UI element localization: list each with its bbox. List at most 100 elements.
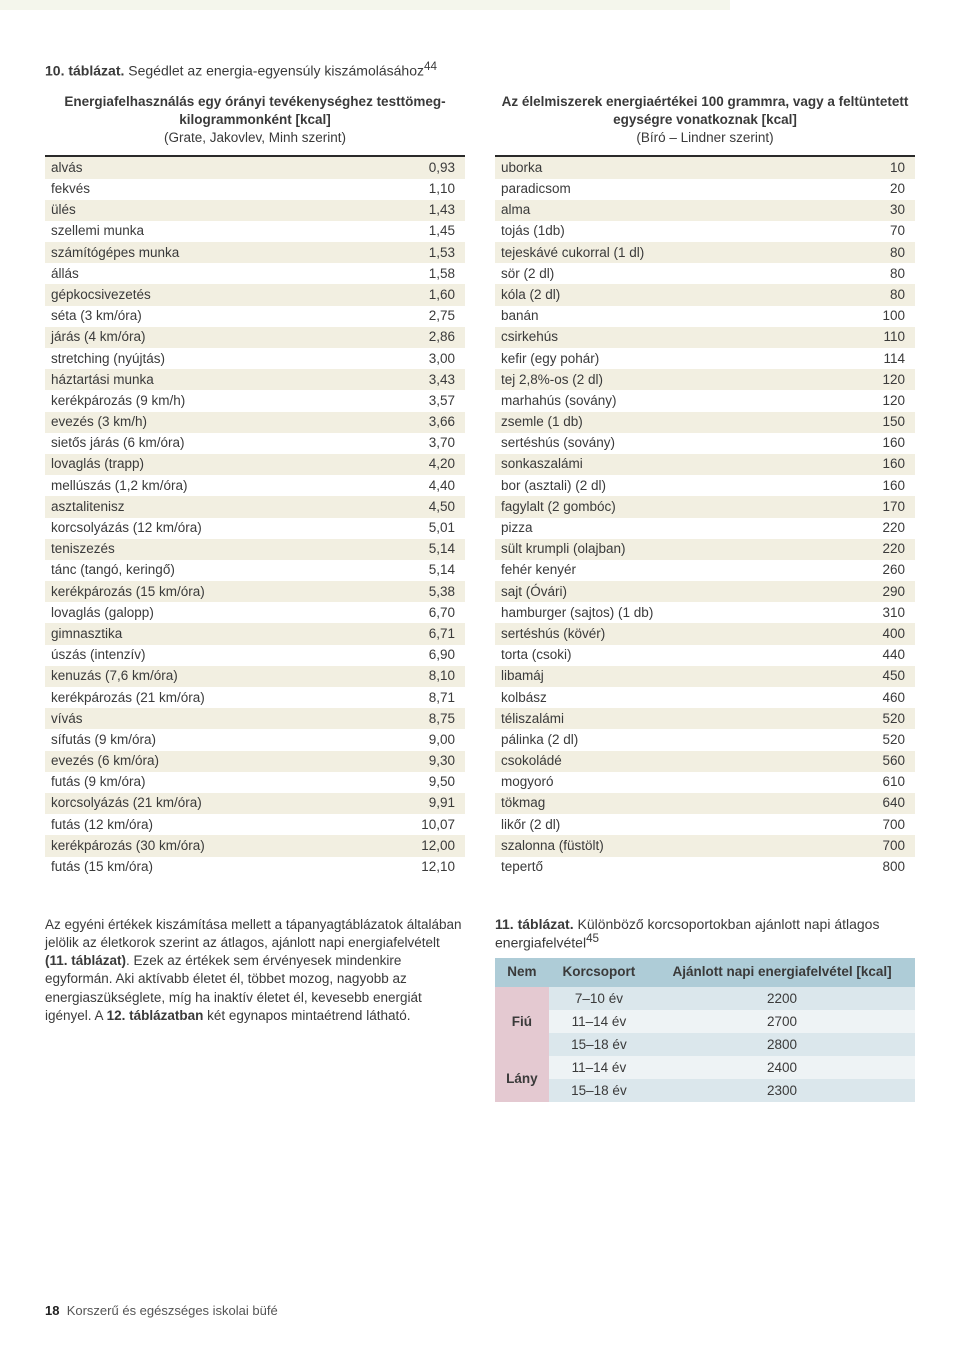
row-label: pizza	[501, 520, 845, 536]
kcal-cell: 2700	[649, 1010, 915, 1033]
row-value: 120	[845, 372, 905, 388]
row-value: 310	[845, 605, 905, 621]
row-value: 2,75	[395, 308, 455, 324]
page-header-tab	[0, 0, 730, 10]
table-row: tejeskávé cukorral (1 dl)80	[495, 242, 915, 263]
table-row: tepertő800	[495, 857, 915, 878]
table11-head-gender: Nem	[495, 958, 549, 986]
row-value: 1,53	[395, 245, 455, 261]
table-row: Fiú7–10 év2200	[495, 987, 915, 1010]
kcal-cell: 2200	[649, 987, 915, 1010]
table-row: sífutás (9 km/óra)9,00	[45, 729, 465, 750]
row-label: kerékpározás (15 km/óra)	[51, 584, 395, 600]
table-row: uborka10	[495, 157, 915, 178]
row-label: lovaglás (galopp)	[51, 605, 395, 621]
table-row: téliszalámi520	[495, 708, 915, 729]
row-value: 5,14	[395, 562, 455, 578]
table-row: sült krumpli (olajban)220	[495, 539, 915, 560]
row-value: 170	[845, 499, 905, 515]
row-value: 4,50	[395, 499, 455, 515]
gender-cell: Fiú	[495, 987, 549, 1056]
row-label: számítógépes munka	[51, 245, 395, 261]
kcal-cell: 2300	[649, 1079, 915, 1102]
table-row: teniszezés5,14	[45, 539, 465, 560]
row-label: kóla (2 dl)	[501, 287, 845, 303]
row-label: téliszalámi	[501, 711, 845, 727]
table11-head-age: Korcsoport	[549, 958, 649, 986]
row-value: 520	[845, 732, 905, 748]
table-row: kerékpározás (9 km/h)3,57	[45, 390, 465, 411]
row-label: kerékpározás (30 km/óra)	[51, 838, 395, 854]
row-label: ülés	[51, 202, 395, 218]
row-label: sertéshús (sovány)	[501, 435, 845, 451]
row-label: sífutás (9 km/óra)	[51, 732, 395, 748]
row-value: 520	[845, 711, 905, 727]
table-row: libamáj450	[495, 666, 915, 687]
body-paragraph: Az egyéni értékek kiszámítása mellett a …	[45, 916, 465, 1025]
row-value: 114	[845, 351, 905, 367]
row-label: korcsolyázás (12 km/óra)	[51, 520, 395, 536]
table10-right: Az élelmiszerek energiaértékei 100 gramm…	[495, 89, 915, 878]
table-row: tökmag640	[495, 793, 915, 814]
table-row: szalonna (füstölt)700	[495, 835, 915, 856]
table-row: alma30	[495, 200, 915, 221]
table-row: banán100	[495, 306, 915, 327]
table-row: séta (3 km/óra)2,75	[45, 306, 465, 327]
table-row: csokoládé560	[495, 751, 915, 772]
row-label: alvás	[51, 160, 395, 176]
row-label: vívás	[51, 711, 395, 727]
row-value: 800	[845, 859, 905, 875]
table-row: sertéshús (sovány)160	[495, 433, 915, 454]
row-label: fehér kenyér	[501, 562, 845, 578]
table-row: hamburger (sajtos) (1 db)310	[495, 602, 915, 623]
row-value: 6,71	[395, 626, 455, 642]
row-value: 440	[845, 647, 905, 663]
row-label: korcsolyázás (21 km/óra)	[51, 795, 395, 811]
table11: Nem Korcsoport Ajánlott napi energiafelv…	[495, 958, 915, 1101]
table-row: sietős járás (6 km/óra)3,70	[45, 433, 465, 454]
row-value: 9,00	[395, 732, 455, 748]
row-label: libamáj	[501, 668, 845, 684]
row-value: 700	[845, 838, 905, 854]
row-label: szalonna (füstölt)	[501, 838, 845, 854]
row-value: 160	[845, 456, 905, 472]
row-label: kenuzás (7,6 km/óra)	[51, 668, 395, 684]
kcal-cell: 2400	[649, 1056, 915, 1079]
table-row: tánc (tangó, keringő)5,14	[45, 560, 465, 581]
table-row: járás (4 km/óra)2,86	[45, 327, 465, 348]
row-value: 30	[845, 202, 905, 218]
row-value: 120	[845, 393, 905, 409]
table-row: 11–14 év2700	[495, 1010, 915, 1033]
row-label: sonkaszalámi	[501, 456, 845, 472]
table-row: likőr (2 dl)700	[495, 814, 915, 835]
table-row: marhahús (sovány)120	[495, 390, 915, 411]
row-label: alma	[501, 202, 845, 218]
row-value: 8,10	[395, 668, 455, 684]
row-label: szellemi munka	[51, 223, 395, 239]
row-label: teniszezés	[51, 541, 395, 557]
table-row: állás1,58	[45, 263, 465, 284]
table-row: fagylalt (2 gombóc)170	[495, 496, 915, 517]
table-row: lovaglás (galopp)6,70	[45, 602, 465, 623]
table-row: kolbász460	[495, 687, 915, 708]
row-label: sült krumpli (olajban)	[501, 541, 845, 557]
table-row: mellúszás (1,2 km/óra)4,40	[45, 475, 465, 496]
row-value: 150	[845, 414, 905, 430]
table-row: evezés (6 km/óra)9,30	[45, 751, 465, 772]
row-label: asztalitenisz	[51, 499, 395, 515]
table-row: stretching (nyújtás)3,00	[45, 348, 465, 369]
row-label: kerékpározás (21 km/óra)	[51, 690, 395, 706]
table-row: lovaglás (trapp)4,20	[45, 454, 465, 475]
row-label: tej 2,8%-os (2 dl)	[501, 372, 845, 388]
age-cell: 7–10 év	[549, 987, 649, 1010]
row-value: 450	[845, 668, 905, 684]
row-label: háztartási munka	[51, 372, 395, 388]
row-value: 260	[845, 562, 905, 578]
row-value: 4,40	[395, 478, 455, 494]
row-label: kerékpározás (9 km/h)	[51, 393, 395, 409]
row-value: 220	[845, 541, 905, 557]
table-row: asztalitenisz4,50	[45, 496, 465, 517]
age-cell: 11–14 év	[549, 1010, 649, 1033]
table-row: futás (9 km/óra)9,50	[45, 772, 465, 793]
row-label: bor (asztali) (2 dl)	[501, 478, 845, 494]
